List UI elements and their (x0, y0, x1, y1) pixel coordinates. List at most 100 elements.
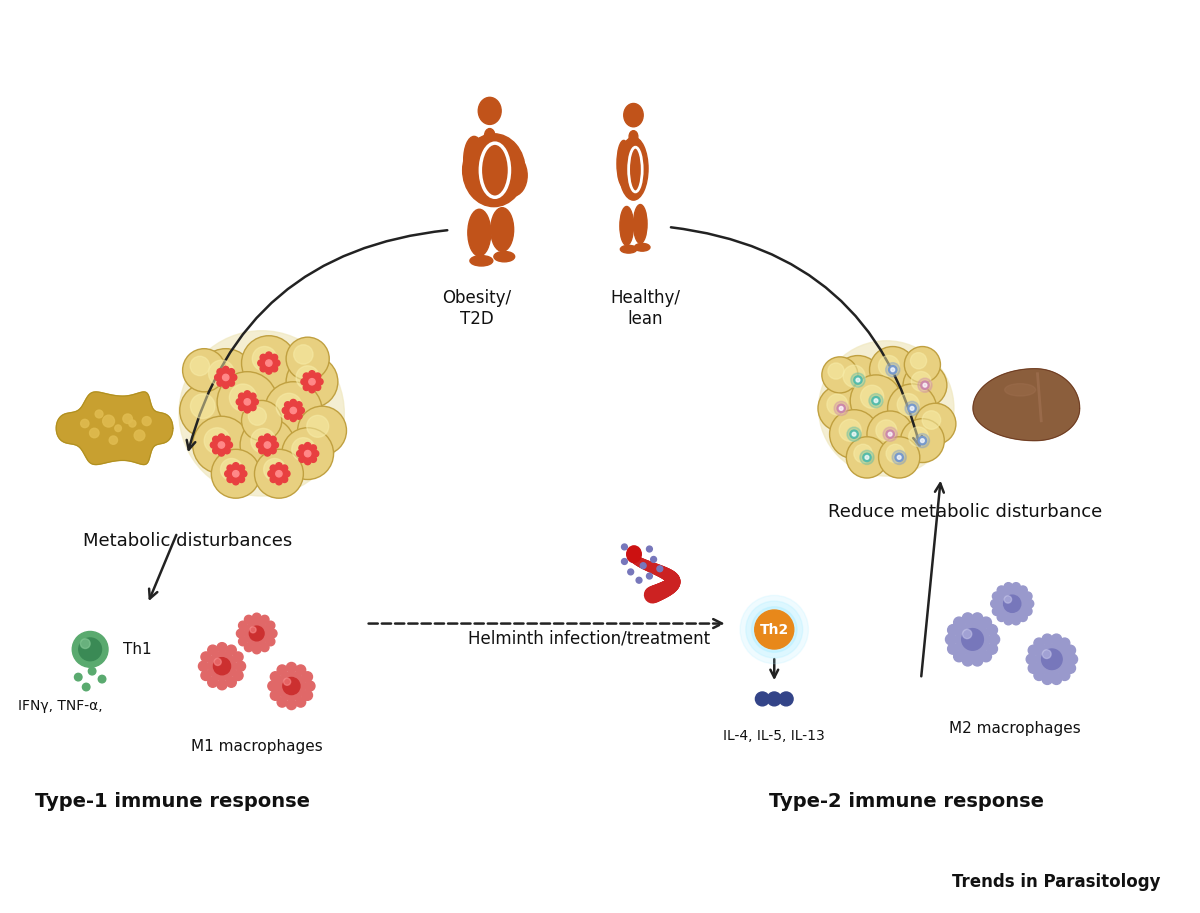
Circle shape (622, 559, 628, 564)
Circle shape (224, 470, 232, 477)
Circle shape (89, 667, 96, 675)
Circle shape (254, 449, 304, 498)
Circle shape (224, 447, 230, 454)
Circle shape (228, 380, 234, 386)
Circle shape (636, 577, 642, 583)
Circle shape (295, 413, 302, 419)
Circle shape (1004, 616, 1013, 624)
Ellipse shape (629, 131, 638, 142)
Circle shape (756, 692, 769, 706)
Circle shape (295, 665, 306, 675)
Circle shape (844, 365, 865, 387)
Circle shape (265, 368, 272, 374)
Circle shape (997, 613, 1006, 622)
Text: Type-2 immune response: Type-2 immune response (769, 792, 1044, 811)
Circle shape (233, 478, 239, 485)
Circle shape (863, 453, 871, 461)
Circle shape (1042, 635, 1052, 645)
Circle shape (220, 372, 232, 383)
Circle shape (295, 402, 302, 408)
Ellipse shape (179, 331, 344, 496)
Circle shape (1051, 635, 1062, 645)
Circle shape (103, 415, 114, 427)
Circle shape (317, 379, 323, 385)
Circle shape (304, 373, 310, 379)
Circle shape (197, 349, 254, 406)
Circle shape (314, 384, 320, 391)
Text: Metabolic disturbances: Metabolic disturbances (83, 532, 292, 551)
Circle shape (98, 676, 106, 683)
Ellipse shape (479, 98, 502, 124)
Circle shape (245, 621, 269, 645)
Circle shape (972, 613, 983, 624)
Circle shape (299, 445, 305, 451)
Circle shape (961, 629, 983, 650)
Circle shape (298, 407, 305, 414)
Circle shape (252, 399, 258, 405)
Circle shape (888, 432, 892, 436)
Circle shape (271, 354, 277, 361)
Circle shape (226, 442, 233, 448)
Circle shape (283, 678, 290, 686)
Circle shape (846, 436, 888, 478)
Circle shape (296, 450, 302, 456)
Circle shape (250, 404, 256, 411)
Circle shape (227, 477, 233, 482)
Circle shape (650, 557, 656, 562)
Circle shape (180, 383, 234, 438)
Circle shape (1024, 607, 1032, 615)
Circle shape (290, 415, 296, 422)
Circle shape (962, 613, 973, 624)
Circle shape (898, 394, 919, 415)
Circle shape (230, 468, 241, 479)
Circle shape (190, 356, 210, 375)
Circle shape (948, 644, 959, 655)
Circle shape (874, 399, 878, 403)
Circle shape (294, 345, 313, 364)
Circle shape (1060, 638, 1070, 648)
Circle shape (302, 690, 312, 700)
Circle shape (818, 385, 864, 432)
Circle shape (302, 672, 312, 682)
Circle shape (270, 690, 281, 700)
Circle shape (217, 369, 223, 375)
Circle shape (210, 442, 217, 448)
Circle shape (641, 562, 646, 569)
Circle shape (80, 419, 89, 427)
Circle shape (876, 420, 896, 441)
Circle shape (298, 406, 347, 455)
Circle shape (1042, 674, 1052, 685)
Circle shape (305, 681, 314, 691)
Circle shape (227, 465, 233, 471)
Circle shape (281, 477, 288, 482)
Circle shape (854, 376, 862, 384)
Circle shape (214, 658, 221, 666)
Circle shape (272, 442, 278, 448)
Ellipse shape (624, 103, 643, 127)
Text: Th2: Th2 (760, 623, 788, 636)
Circle shape (252, 346, 277, 371)
Circle shape (239, 465, 245, 471)
Circle shape (221, 458, 242, 480)
Circle shape (287, 699, 296, 709)
Circle shape (257, 442, 263, 448)
Circle shape (1003, 595, 1021, 613)
Circle shape (233, 463, 239, 469)
Circle shape (851, 373, 865, 387)
Ellipse shape (470, 256, 493, 266)
Circle shape (200, 652, 211, 662)
Text: Th1: Th1 (122, 642, 151, 656)
Circle shape (886, 362, 900, 377)
Ellipse shape (463, 136, 485, 184)
Circle shape (1067, 654, 1078, 665)
Circle shape (216, 439, 227, 451)
Circle shape (908, 427, 929, 446)
Circle shape (239, 477, 245, 482)
Circle shape (233, 470, 239, 477)
Ellipse shape (617, 141, 630, 187)
Circle shape (305, 450, 311, 456)
Circle shape (215, 374, 221, 381)
Circle shape (251, 428, 275, 453)
Circle shape (218, 434, 224, 440)
Circle shape (287, 663, 296, 673)
